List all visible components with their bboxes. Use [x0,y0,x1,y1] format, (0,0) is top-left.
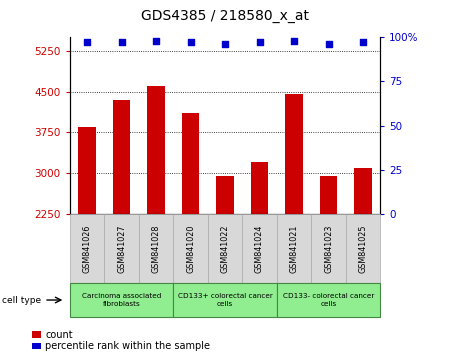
Bar [113,100,130,214]
Text: count: count [45,330,72,339]
Bar [148,86,165,214]
Text: GSM841028: GSM841028 [152,224,161,273]
Point [290,38,297,44]
Point [256,40,263,45]
Point [118,40,125,45]
Text: GSM841022: GSM841022 [220,224,230,273]
Text: GSM841026: GSM841026 [82,224,91,273]
Bar [182,113,199,214]
Bar [251,162,268,214]
Point [360,40,367,45]
Text: GSM841023: GSM841023 [324,224,333,273]
Text: cell type: cell type [2,296,41,304]
Point [187,40,194,45]
Point [221,41,229,47]
Text: Carcinoma associated
fibroblasts: Carcinoma associated fibroblasts [82,293,161,307]
Text: GDS4385 / 218580_x_at: GDS4385 / 218580_x_at [141,9,309,23]
Bar [320,176,337,214]
Point [83,40,90,45]
Text: CD133- colorectal cancer
cells: CD133- colorectal cancer cells [283,293,374,307]
Text: GSM841025: GSM841025 [359,224,368,273]
Text: percentile rank within the sample: percentile rank within the sample [45,341,210,351]
Text: GSM841024: GSM841024 [255,224,264,273]
Point [325,41,332,47]
Text: CD133+ colorectal cancer
cells: CD133+ colorectal cancer cells [178,293,272,307]
Point [153,38,160,44]
Bar [78,127,95,214]
Bar [285,95,302,214]
Bar [216,176,234,214]
Text: GSM841027: GSM841027 [117,224,126,273]
Text: GSM841021: GSM841021 [289,224,298,273]
Text: GSM841020: GSM841020 [186,224,195,273]
Bar [355,168,372,214]
